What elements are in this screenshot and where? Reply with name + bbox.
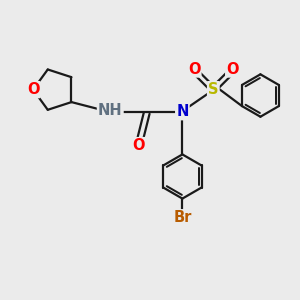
- Text: S: S: [208, 82, 219, 97]
- Text: O: O: [132, 138, 145, 153]
- Text: NH: NH: [98, 103, 123, 118]
- Text: N: N: [176, 104, 189, 119]
- Text: O: O: [226, 61, 239, 76]
- Text: O: O: [27, 82, 39, 97]
- Text: Br: Br: [173, 210, 192, 225]
- Text: O: O: [188, 61, 200, 76]
